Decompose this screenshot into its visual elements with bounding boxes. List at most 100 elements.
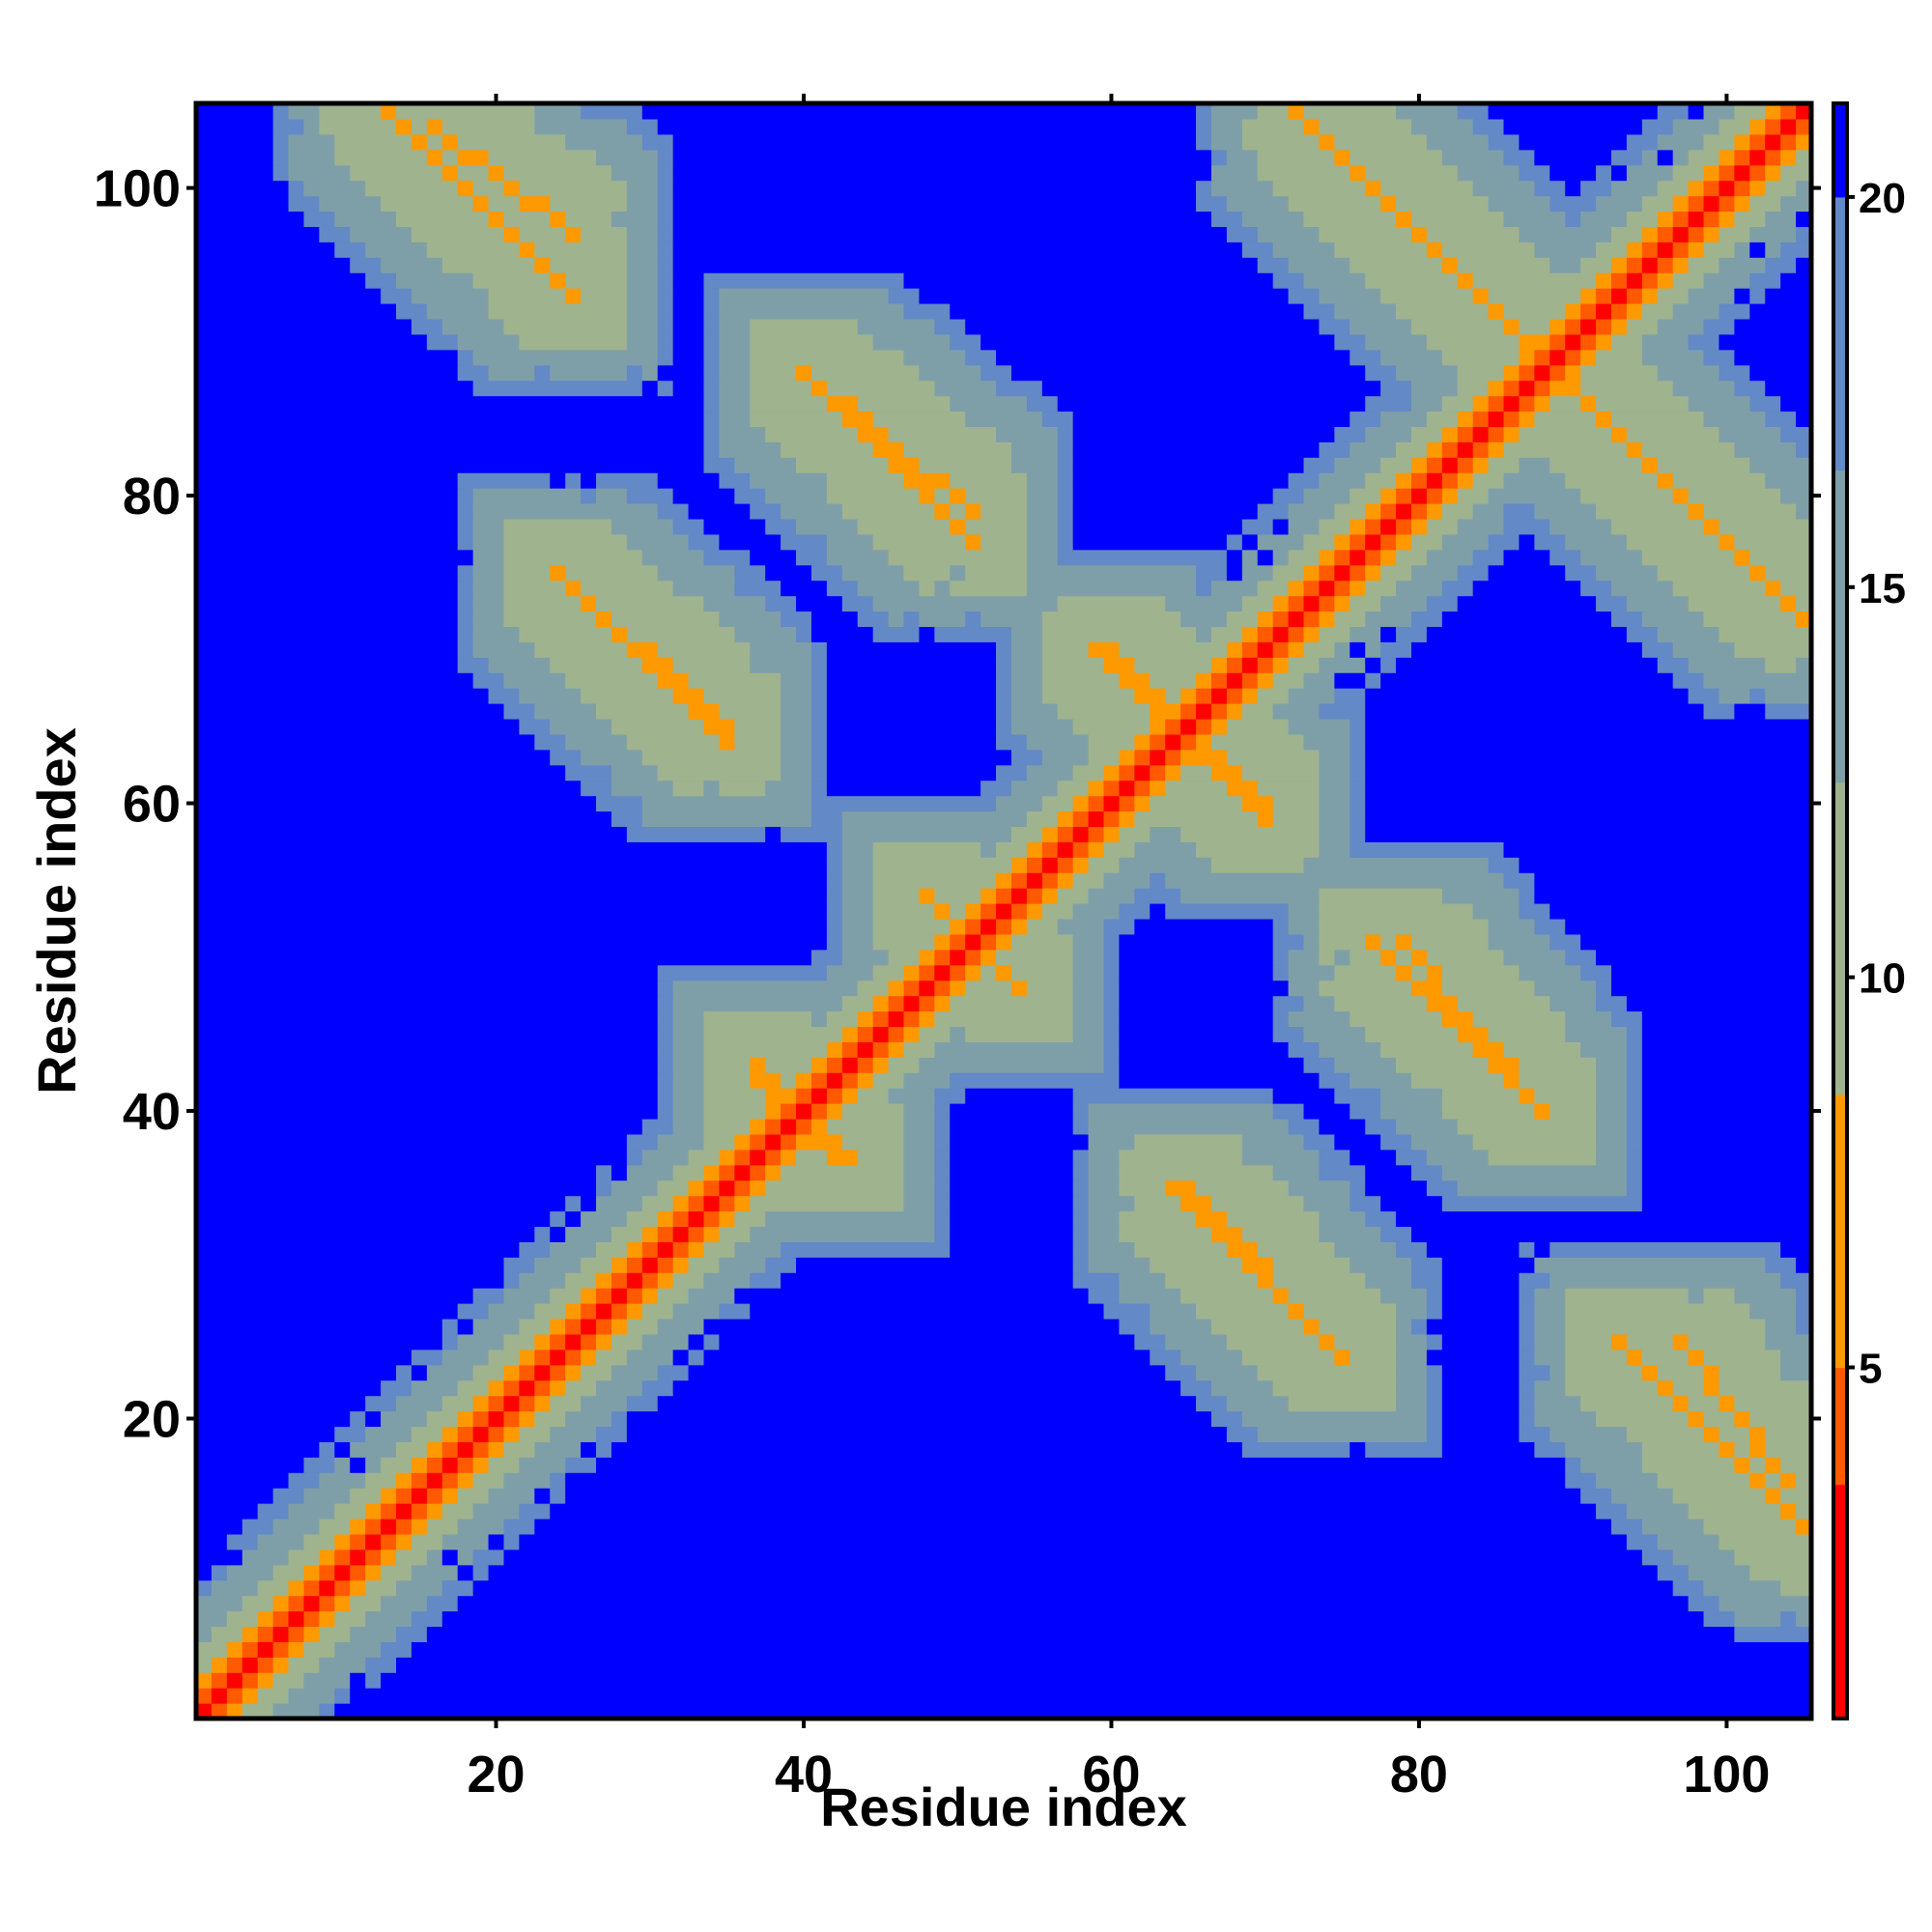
heatmap-cell [719, 1149, 735, 1166]
heatmap-cell [1765, 1333, 1812, 1350]
heatmap-cell [534, 1410, 566, 1428]
heatmap-cell [1288, 503, 1335, 520]
heatmap-cell [226, 1533, 259, 1550]
heatmap-cell [703, 780, 721, 797]
heatmap-cell [1057, 810, 1074, 828]
heatmap-cell [1519, 164, 1550, 182]
heatmap-cell [1165, 1333, 1228, 1350]
heatmap-cell [1703, 1379, 1720, 1397]
heatmap-cell [1057, 472, 1074, 489]
heatmap-cell [1549, 333, 1566, 351]
heatmap-cell [1580, 1457, 1643, 1473]
heatmap-cell [365, 1410, 382, 1428]
heatmap-cell [519, 1272, 566, 1289]
heatmap-cell [196, 257, 351, 273]
heatmap-cell [1257, 672, 1274, 689]
heatmap-cell [857, 395, 951, 412]
heatmap-cell [626, 626, 735, 642]
heatmap-cell [1503, 149, 1535, 166]
heatmap-cell [888, 1088, 935, 1104]
heatmap-cell [1765, 1426, 1812, 1442]
heatmap-cell [288, 133, 335, 151]
heatmap-cell [611, 211, 659, 227]
heatmap-cell [1734, 641, 1812, 658]
heatmap-cell [1196, 133, 1212, 151]
heatmap-cell [1719, 533, 1735, 551]
x-tick-label: 80 [1390, 1746, 1448, 1804]
heatmap-cell [1396, 1364, 1428, 1381]
heatmap-cell [1426, 242, 1443, 258]
heatmap-cell [672, 226, 1228, 242]
heatmap-cell [1057, 441, 1074, 458]
heatmap-cell [1580, 1041, 1628, 1058]
heatmap-cell [1257, 503, 1290, 520]
heatmap-cell [565, 1210, 582, 1228]
heatmap-cell [1472, 426, 1490, 442]
heatmap-cell [980, 903, 997, 920]
heatmap-cell [1796, 595, 1812, 612]
heatmap-cell [1272, 1026, 1305, 1042]
heatmap-cell [626, 733, 721, 751]
heatmap-cell [1641, 549, 1735, 566]
heatmap-cell [1272, 595, 1290, 612]
heatmap-cell [503, 1364, 520, 1381]
heatmap-cell [950, 1118, 1074, 1135]
heatmap-cell [488, 1410, 505, 1428]
heatmap-cell [272, 1626, 290, 1642]
heatmap-cell [750, 411, 843, 427]
heatmap-cell [1641, 1057, 1812, 1073]
heatmap-cell [1657, 657, 1690, 673]
heatmap-cell [1119, 764, 1135, 781]
heatmap-cell [288, 149, 335, 166]
heatmap-cell [703, 457, 735, 473]
heatmap-cell [426, 242, 520, 258]
heatmap-cell [1534, 1410, 1597, 1428]
heatmap-cell [1534, 242, 1597, 258]
heatmap-cell [903, 995, 921, 1012]
heatmap-cell [196, 503, 459, 520]
heatmap-cell [1719, 257, 1766, 273]
heatmap-cell [334, 1688, 351, 1704]
heatmap-cell [781, 672, 812, 689]
heatmap-cell [1549, 1364, 1566, 1381]
heatmap-cell [565, 1195, 582, 1212]
heatmap-cell [1396, 1303, 1428, 1320]
heatmap-cell [334, 1426, 366, 1442]
heatmap-cell [396, 1472, 412, 1489]
heatmap-cell [350, 1488, 382, 1504]
heatmap-cell [1350, 564, 1366, 582]
heatmap-cell [1396, 549, 1428, 566]
heatmap-cell [903, 1103, 935, 1120]
heatmap-cell [581, 1318, 597, 1335]
heatmap-cell [196, 472, 459, 489]
heatmap-cell [1657, 626, 1720, 642]
heatmap-cell [196, 980, 659, 997]
heatmap-cell [242, 1672, 259, 1689]
heatmap-cell [196, 1533, 228, 1550]
heatmap-cell [688, 672, 781, 689]
heatmap-cell [1503, 118, 1643, 135]
heatmap-cell [581, 1303, 597, 1320]
heatmap-cell [1641, 349, 1705, 366]
heatmap-cell [1365, 580, 1397, 597]
heatmap-cell [719, 780, 766, 797]
heatmap-cell [1272, 1257, 1350, 1273]
heatmap-cell [657, 980, 674, 997]
heatmap-cell [334, 1595, 351, 1612]
heatmap-cell [196, 1379, 382, 1397]
heatmap-cell [1749, 564, 1766, 582]
heatmap-cell [1150, 718, 1166, 735]
heatmap-cell [1488, 488, 1581, 504]
heatmap-cell [1072, 1149, 1090, 1166]
heatmap-cell [581, 595, 597, 612]
heatmap-cell [1549, 195, 1597, 213]
heatmap-cell [1580, 349, 1597, 366]
heatmap-cell [1565, 1441, 1643, 1458]
heatmap-cell [1180, 764, 1212, 781]
heatmap-cell [1519, 333, 1550, 351]
heatmap-cell [1057, 595, 1166, 612]
heatmap-cell [996, 949, 1074, 966]
heatmap-cell [1334, 641, 1350, 658]
heatmap-cell [765, 1057, 812, 1073]
heatmap-cell [1072, 826, 1090, 842]
